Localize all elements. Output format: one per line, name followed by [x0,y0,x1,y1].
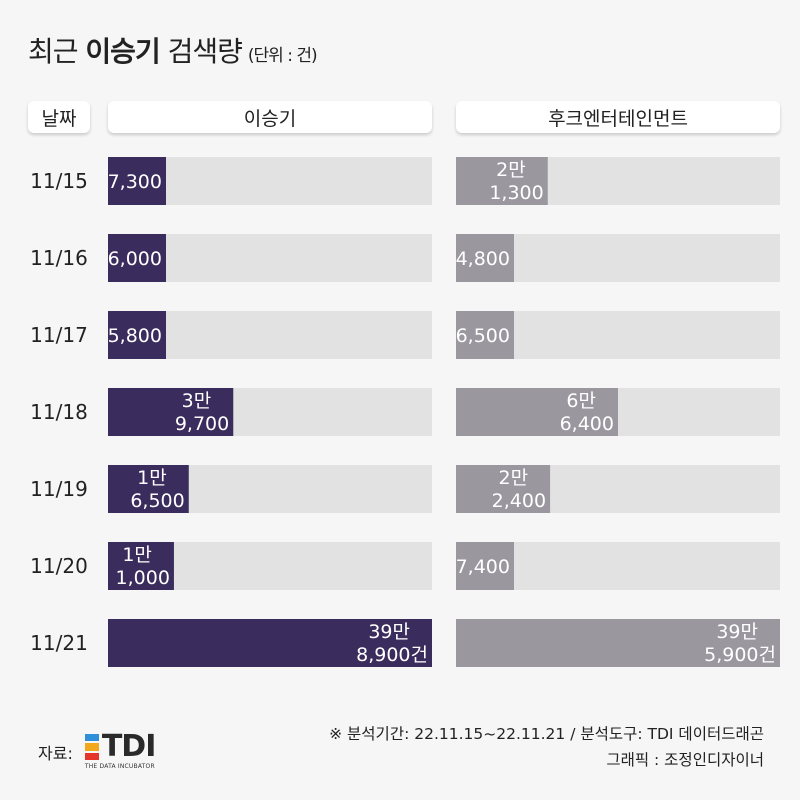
bar [108,388,234,436]
title-subject: 이승기 [85,35,160,68]
date-label: 11/15 [30,169,88,193]
date-label: 11/19 [30,477,88,501]
value-label: 7,300 [108,171,162,193]
logo-subtitle: THE DATA INCUBATOR [84,763,155,770]
value-label: 6,500 [456,325,510,347]
value-label: 9,700 [175,413,229,435]
date-label: 11/21 [30,631,88,655]
title-suffix: 검색량 [159,35,243,68]
bar [456,234,514,282]
bar [108,619,432,667]
bar [456,311,514,359]
value-label: 7,400 [456,556,510,578]
value-label: 1만 [122,544,152,566]
value-label: 2,400 [492,490,546,512]
value-label: 39만 [716,621,758,643]
graphic-credit: 그래픽 : 조정인디자이너 [606,751,764,769]
value-label: 4,800 [456,248,510,270]
logo-bars-icon [84,734,99,760]
bar [456,542,514,590]
source: 자료: TDI THE DATA INCUBATOR [38,729,157,771]
chart-title: 최근 이승기 검색량 (단위 : 건) [28,30,318,70]
value-label: 1만 [137,467,167,489]
date-label: 11/20 [30,554,88,578]
title-unit: (단위 : 건) [247,46,318,66]
date-label: 11/18 [30,400,88,424]
value-label: 2만 [499,467,529,489]
bar [108,157,166,205]
bar [456,157,548,205]
header-series-a: 이승기 [108,101,432,133]
value-label: 6,500 [130,490,184,512]
value-label: 6,400 [560,413,614,435]
value-label: 3만 [182,390,212,412]
bar [108,234,166,282]
analysis-period: ※ 분석기간: 22.11.15~22.11.21 / 분석도구: TDI 데이… [329,725,764,743]
source-label: 자료: [38,743,73,763]
header-series-b: 후크엔터테인먼트 [456,101,780,133]
bar [108,465,189,513]
footer-note: ※ 분석기간: 22.11.15~22.11.21 / 분석도구: TDI 데이… [329,721,764,773]
value-label: 39만 [368,621,410,643]
bar [108,311,166,359]
date-label: 11/17 [30,323,88,347]
value-label: 8,900건 [356,644,428,666]
title-prefix: 최근 [28,35,86,68]
value-label: 5,800 [108,325,162,347]
value-label: 5,900건 [704,644,776,666]
bar [456,465,551,513]
bar [456,619,780,667]
logo-text: TDI [101,729,157,764]
value-label: 6,000 [108,248,162,270]
header-date: 날짜 [28,101,90,133]
value-label: 6만 [566,390,596,412]
value-label: 1,300 [489,182,543,204]
date-label: 11/16 [30,246,88,270]
value-label: 2만 [496,159,526,181]
value-label: 1,000 [116,567,170,589]
bar [456,388,618,436]
tdi-logo: TDI THE DATA INCUBATOR [84,729,157,770]
bar [108,542,174,590]
